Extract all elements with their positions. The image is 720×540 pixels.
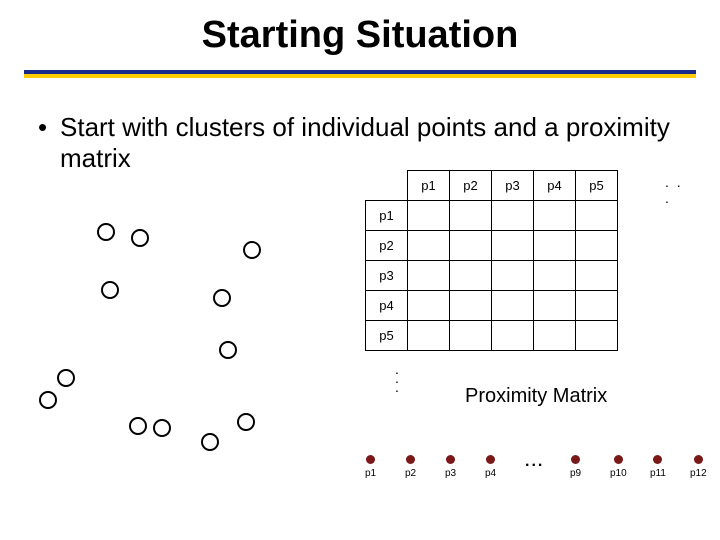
matrix-cell xyxy=(576,261,618,291)
matrix-cell xyxy=(534,201,576,231)
matrix-row-header: p4 xyxy=(366,291,408,321)
matrix-col-header: p1 xyxy=(408,171,450,201)
matrix-cell xyxy=(576,321,618,351)
scatter-point xyxy=(219,341,237,359)
sequence-point: p4 xyxy=(485,455,496,479)
matrix-cell xyxy=(492,201,534,231)
matrix-cell xyxy=(534,321,576,351)
sequence-dot xyxy=(406,455,415,464)
matrix-grid: p1p2p3p4p5p1p2p3p4p5 xyxy=(365,170,618,351)
matrix-cell xyxy=(450,291,492,321)
matrix-cell xyxy=(534,231,576,261)
sequence-dot xyxy=(571,455,580,464)
sequence-point: p1 xyxy=(365,455,376,479)
scatter-point xyxy=(243,241,261,259)
sequence-point: p3 xyxy=(445,455,456,479)
sequence-label: p11 xyxy=(650,468,666,479)
scatter-point xyxy=(213,289,231,307)
bottom-point-sequence: p1p2p3p4...p9p10p11p12 xyxy=(360,455,700,505)
matrix-cell xyxy=(408,231,450,261)
title-rule xyxy=(24,70,696,78)
sequence-dot xyxy=(694,455,703,464)
matrix-cell xyxy=(576,201,618,231)
matrix-label: Proximity Matrix xyxy=(465,385,607,408)
sequence-point: p10 xyxy=(610,455,627,479)
scatter-point xyxy=(131,229,149,247)
sequence-dot xyxy=(446,455,455,464)
matrix-cell xyxy=(534,261,576,291)
sequence-point: p12 xyxy=(690,455,707,479)
scatter-point xyxy=(101,281,119,299)
sequence-label: p12 xyxy=(690,468,707,479)
bullet-marker: • xyxy=(38,112,60,174)
sequence-point: p2 xyxy=(405,455,416,479)
bullet-text: Start with clusters of individual points… xyxy=(60,112,700,174)
sequence-dot xyxy=(486,455,495,464)
matrix-cell xyxy=(450,321,492,351)
matrix-cell xyxy=(408,321,450,351)
scatter-point xyxy=(39,391,57,409)
sequence-label: p4 xyxy=(485,468,496,479)
matrix-cell xyxy=(576,231,618,261)
slide-title: Starting Situation xyxy=(0,0,720,57)
matrix-col-header: p3 xyxy=(492,171,534,201)
sequence-label: p10 xyxy=(610,468,627,479)
matrix-cell xyxy=(534,291,576,321)
matrix-col-header: p4 xyxy=(534,171,576,201)
matrix-cell xyxy=(450,231,492,261)
scatter-point xyxy=(97,223,115,241)
matrix-row-header: p5 xyxy=(366,321,408,351)
sequence-point: p11 xyxy=(650,455,666,479)
matrix-cell xyxy=(408,291,450,321)
matrix-cell xyxy=(408,261,450,291)
sequence-dot xyxy=(366,455,375,464)
sequence-label: p2 xyxy=(405,468,416,479)
scatter-plot xyxy=(30,210,330,440)
scatter-point xyxy=(153,419,171,437)
sequence-ellipsis: ... xyxy=(525,453,544,471)
matrix-row-header: p1 xyxy=(366,201,408,231)
sequence-label: p9 xyxy=(570,468,581,479)
matrix-cell xyxy=(408,201,450,231)
scatter-point xyxy=(129,417,147,435)
matrix-cell xyxy=(492,321,534,351)
matrix-cell xyxy=(492,291,534,321)
matrix-cell xyxy=(492,261,534,291)
sequence-label: p3 xyxy=(445,468,456,479)
matrix-row-header: p2 xyxy=(366,231,408,261)
matrix-cell xyxy=(492,231,534,261)
scatter-point xyxy=(201,433,219,451)
sequence-point: p9 xyxy=(570,455,581,479)
bullet-item: • Start with clusters of individual poin… xyxy=(38,112,700,174)
matrix-col-ellipsis: . . . xyxy=(665,174,690,206)
matrix-row-ellipsis: ... xyxy=(395,365,399,392)
matrix-col-header: p5 xyxy=(576,171,618,201)
sequence-dot xyxy=(653,455,662,464)
matrix-cell xyxy=(576,291,618,321)
sequence-label: p1 xyxy=(365,468,376,479)
scatter-point xyxy=(57,369,75,387)
sequence-dot xyxy=(614,455,623,464)
matrix-cell xyxy=(450,201,492,231)
proximity-matrix: p1p2p3p4p5p1p2p3p4p5 . . . ... Proximity… xyxy=(365,170,690,351)
scatter-point xyxy=(237,413,255,431)
matrix-row-header: p3 xyxy=(366,261,408,291)
matrix-col-header: p2 xyxy=(450,171,492,201)
matrix-cell xyxy=(450,261,492,291)
